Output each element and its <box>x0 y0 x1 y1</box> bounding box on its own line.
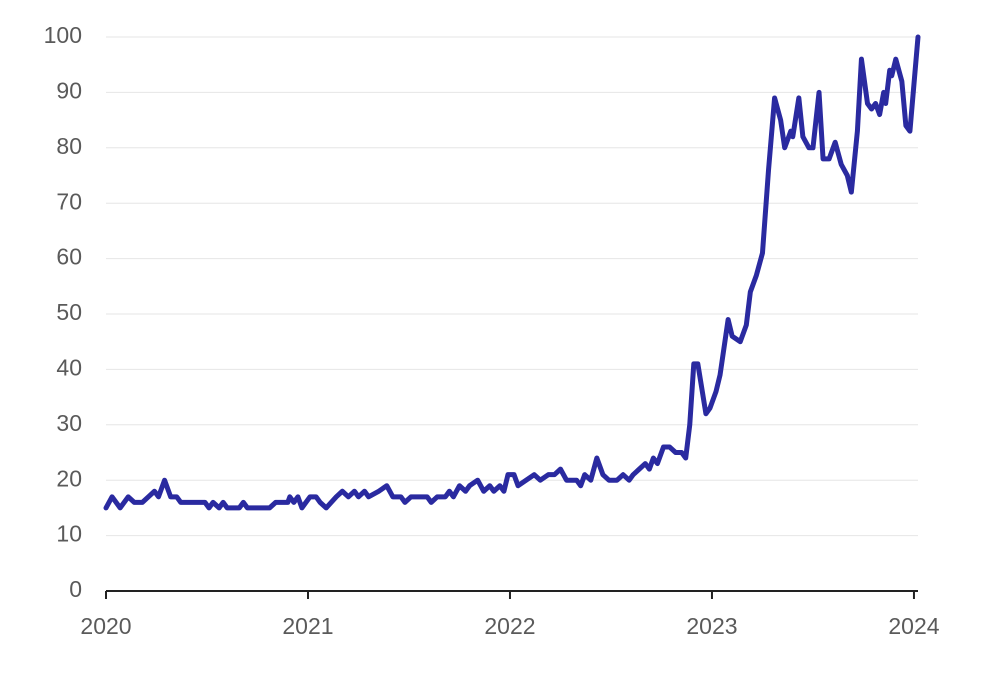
y-tick-label: 70 <box>56 188 82 214</box>
y-tick-label: 100 <box>44 22 82 48</box>
x-tick-label: 2022 <box>484 613 535 639</box>
y-tick-label: 80 <box>56 133 82 159</box>
y-tick-label: 90 <box>56 77 82 103</box>
ticks: 0 10 20 30 40 50 60 70 80 90 100 2020 2021 2022 2023 20… <box>44 22 940 639</box>
y-tick-label: 20 <box>56 465 82 491</box>
x-tick-label: 2023 <box>686 613 737 639</box>
x-tick-label: 2021 <box>282 613 333 639</box>
data-line <box>103 34 921 511</box>
x-tick-label: 2024 <box>888 613 939 639</box>
y-tick-label: 50 <box>56 299 82 325</box>
y-tick-label: 60 <box>56 244 82 270</box>
grid <box>106 36 918 592</box>
plot <box>103 34 921 511</box>
y-tick-label: 30 <box>56 410 82 436</box>
x-tick-label: 2020 <box>80 613 131 639</box>
y-tick-label: 0 <box>69 576 82 602</box>
y-tick-label: 40 <box>56 354 82 380</box>
y-tick-label: 10 <box>56 521 82 547</box>
